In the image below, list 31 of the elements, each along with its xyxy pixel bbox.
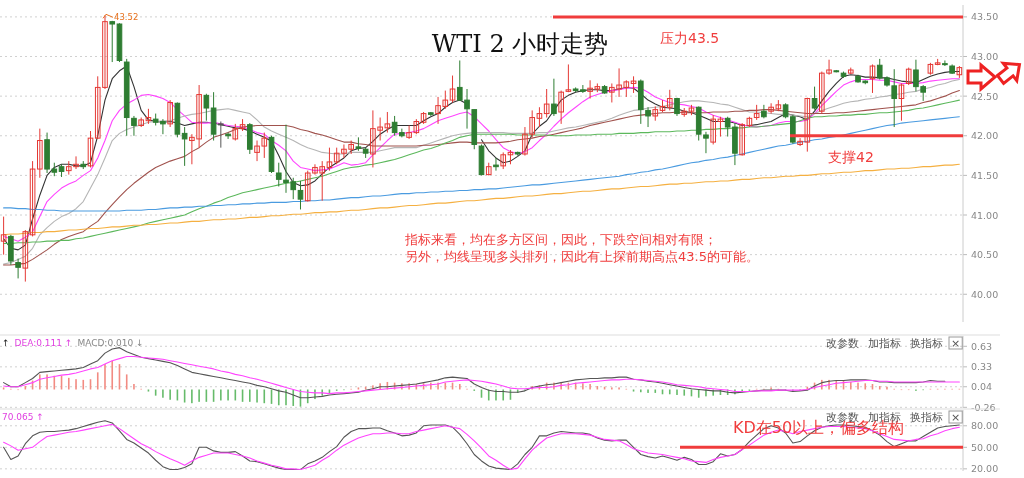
- y-tick-label: 43.50: [971, 11, 999, 23]
- annotation: 换指标: [910, 411, 943, 424]
- annotation: 加指标: [868, 337, 901, 350]
- ref-line-label: 支撑42: [828, 148, 874, 165]
- annotation: 改参数: [826, 337, 859, 350]
- y-tick-label: 42.50: [971, 90, 999, 102]
- annotation: DEA:0.111 ↑: [14, 338, 73, 348]
- y-tick-label: 0.04: [971, 381, 993, 393]
- y-tick-label: -0.26: [971, 401, 996, 413]
- annotation: MACD:0.010 ↓: [77, 338, 144, 348]
- y-tick-label: 80.00: [971, 420, 999, 432]
- y-tick-label: 43.00: [971, 51, 999, 63]
- y-tick-label: 0.33: [971, 361, 993, 373]
- annotation: 指标来看，均在多方区间，因此，下跌空间相对有限；: [404, 232, 717, 247]
- y-tick-label: 50.00: [971, 441, 999, 453]
- y-tick-label: 20.00: [971, 463, 999, 475]
- annotation: ×: [951, 337, 961, 350]
- ref-line-label: 压力43.5: [660, 29, 720, 46]
- y-tick-label: 0.63: [971, 340, 993, 352]
- y-tick-label: 40.50: [971, 249, 999, 261]
- annotation: ×: [951, 411, 961, 424]
- y-tick-label: 42.00: [971, 130, 999, 142]
- annotation: ↑: [2, 338, 10, 348]
- y-tick-label: 41.50: [971, 169, 999, 181]
- annotation: 换指标: [910, 337, 943, 350]
- annotation: 另外，均线呈现多头排列，因此有上探前期高点43.5的可能。: [405, 249, 759, 264]
- text: WTI 2 小时走势: [431, 30, 609, 58]
- y-tick-label: 40.00: [971, 288, 999, 300]
- annotation: 70.065 ↑: [2, 412, 44, 422]
- y-tick-label: 41.00: [971, 209, 999, 221]
- annotation: 43.52: [113, 12, 139, 23]
